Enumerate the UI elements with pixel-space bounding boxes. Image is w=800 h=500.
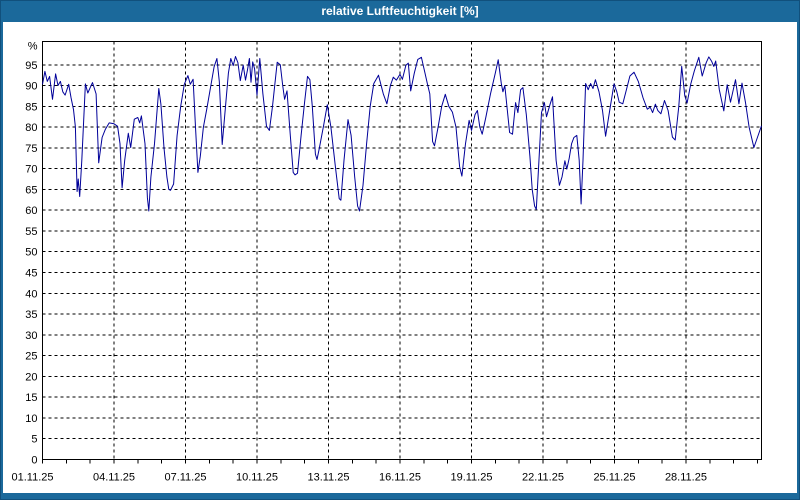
y-axis-unit-label: % [28,41,38,53]
y-tick-label: 85 [25,101,37,113]
chart-panel: 0 5 10 15 20 25 30 35 40 45 50 55 60 65 70 75 80 85 90 95% 0… [3,22,797,493]
y-tick-label: 90 [25,81,37,93]
y-tick-label: 55 [25,226,37,238]
x-tick-label: 19.11.25 [450,472,492,484]
y-tick-label: 80 [25,122,37,134]
x-tick-label: 13.11.25 [307,472,349,484]
y-tick-label: 45 [25,268,37,280]
y-tick-label: 35 [25,309,37,321]
x-tick-label: 10.11.25 [236,472,278,484]
y-tick-label: 5 [31,434,37,446]
y-tick-label: 15 [25,392,37,404]
y-tick-label: 30 [25,330,37,342]
y-tick-label: 70 [25,164,37,176]
plot-frame [42,41,762,460]
x-tick-label: 04.11.25 [93,472,135,484]
humidity-chart: 0 5 10 15 20 25 30 35 40 45 50 55 60 65 70 75 80 85 90 95% 0… [11,41,762,484]
x-tick-label: 16.11.25 [379,472,421,484]
y-tick-label: 10 [25,413,37,425]
y-tick-label: 50 [25,247,37,259]
x-tick-label: 22.11.25 [522,472,564,484]
x-tick-label: 07.11.25 [164,472,206,484]
humidity-line [42,56,762,212]
y-tick-label: 25 [25,351,37,363]
y-tick-label: 65 [25,184,37,196]
y-tick-label: 0 [31,455,37,467]
y-tick-label: 95 [25,60,37,72]
x-tick-label: 25.11.25 [593,472,635,484]
window-title: relative Luftfeuchtigkeit [%] [321,4,479,18]
x-tick-label: 28.11.25 [665,472,707,484]
y-tick-label: 20 [25,371,37,383]
x-tick-label: 01.11.25 [11,472,53,484]
y-tick-label: 75 [25,143,37,155]
title-bar: relative Luftfeuchtigkeit [%] [0,0,800,22]
y-tick-label: 40 [25,288,37,300]
y-tick-label: 60 [25,205,37,217]
